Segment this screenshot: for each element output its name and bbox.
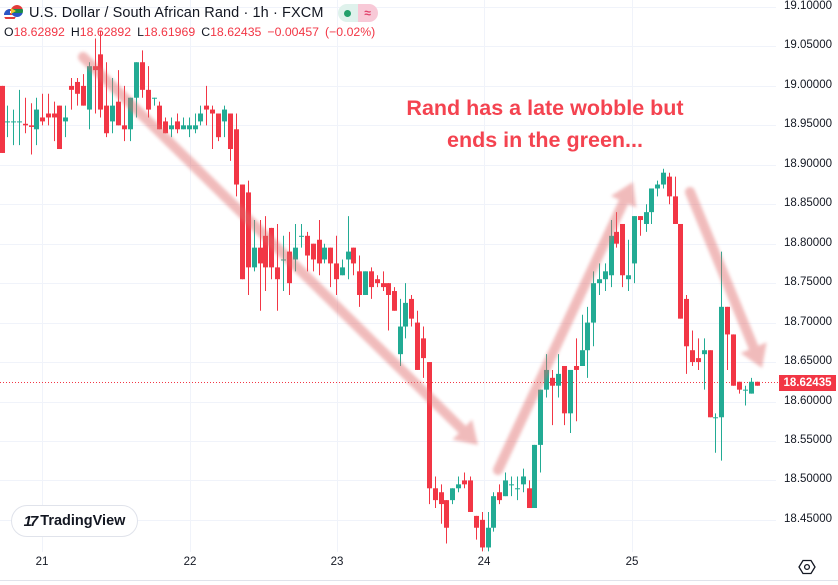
price-axis-label: 18.55000 (784, 433, 832, 446)
close-value: 18.62435 (210, 25, 262, 39)
usd-zar-flag-icon (4, 5, 24, 21)
candlestick-series (0, 30, 760, 552)
high-label: H (70, 25, 80, 39)
price-axis-label: 18.65000 (784, 355, 832, 368)
price-axis-label: 19.10000 (784, 0, 832, 12)
annotation-line-2: ends in the green... (447, 128, 643, 152)
trend-arrow-annotations[interactable] (78, 52, 767, 475)
price-axis-label: 19.00000 (784, 78, 832, 91)
open-value: 18.62892 (13, 25, 65, 39)
delayed-data-icon[interactable]: ≈ (357, 4, 378, 22)
price-axis-label: 18.70000 (784, 315, 832, 328)
low-label: L (137, 25, 144, 39)
high-value: 18.62892 (79, 25, 132, 39)
price-axis-label: 18.45000 (784, 512, 832, 525)
annotation-line-1: Rand has a late wobble but (406, 96, 684, 120)
price-axis-label: 18.90000 (784, 157, 832, 170)
price-axis-label: 18.85000 (784, 197, 832, 210)
current-price-tag: 18.62435 (779, 374, 836, 391)
time-axis-label: 24 (477, 556, 491, 568)
open-label: O (4, 25, 14, 39)
bottom-border (0, 580, 838, 581)
time-axis-label: 22 (183, 556, 197, 568)
chart-grid (0, 0, 776, 552)
time-axis-label: 23 (330, 556, 344, 568)
price-axis-label: 19.05000 (784, 39, 832, 52)
chart-legend: U.S. Dollar / South African Rand · 1h · … (4, 2, 378, 39)
tradingview-logo-mark-icon: 17 (23, 512, 39, 530)
price-axis-label: 18.50000 (784, 473, 832, 486)
ohlc-values: O18.62892 H18.62892 L18.61969 C18.62435 −0.0… (4, 25, 378, 39)
low-value: 18.61969 (143, 25, 196, 39)
price-axis-label: 18.80000 (784, 236, 832, 249)
price-axis-label: 18.95000 (784, 118, 832, 131)
tradingview-logo[interactable]: 17 TradingView (11, 505, 138, 537)
change-value: −0.00457 (267, 25, 320, 39)
close-label: C (201, 25, 211, 39)
market-open-dot-icon[interactable] (337, 4, 358, 22)
status-badges[interactable]: ≈ (337, 4, 378, 22)
gear-hex-icon[interactable] (798, 558, 816, 576)
price-axis-label: 18.60000 (784, 394, 832, 407)
time-axis-label: 25 (625, 556, 639, 568)
time-axis-label: 21 (35, 556, 49, 568)
symbol-title[interactable]: U.S. Dollar / South African Rand · 1h · … (29, 5, 324, 21)
tradingview-wordmark: TradingView (40, 513, 126, 529)
price-axis-label: 18.75000 (784, 276, 832, 289)
text-annotation[interactable]: Rand has a late wobble but ends in the g… (370, 92, 720, 156)
change-percent: (−0.02%) (325, 25, 376, 39)
